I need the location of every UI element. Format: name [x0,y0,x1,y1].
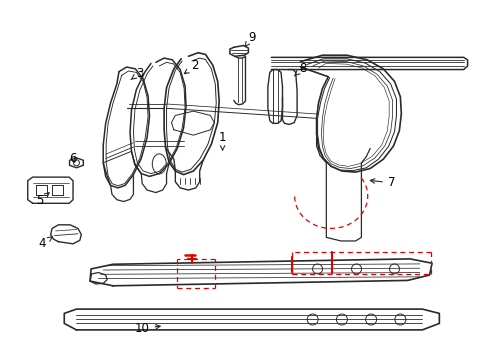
Polygon shape [90,259,431,286]
Polygon shape [271,57,467,69]
Polygon shape [229,45,248,56]
Text: 2: 2 [184,59,198,73]
Text: 3: 3 [131,67,143,80]
Text: 7: 7 [369,176,395,189]
Text: 10: 10 [135,322,160,335]
Text: 4: 4 [39,237,52,250]
Text: 5: 5 [36,193,49,207]
Text: 8: 8 [294,62,306,76]
Text: 9: 9 [244,31,255,46]
Text: 1: 1 [219,131,226,150]
Polygon shape [90,273,107,284]
Polygon shape [51,225,81,244]
Polygon shape [69,158,83,168]
Polygon shape [267,69,282,123]
Polygon shape [64,309,438,330]
Text: 6: 6 [69,152,77,165]
Polygon shape [28,177,73,203]
